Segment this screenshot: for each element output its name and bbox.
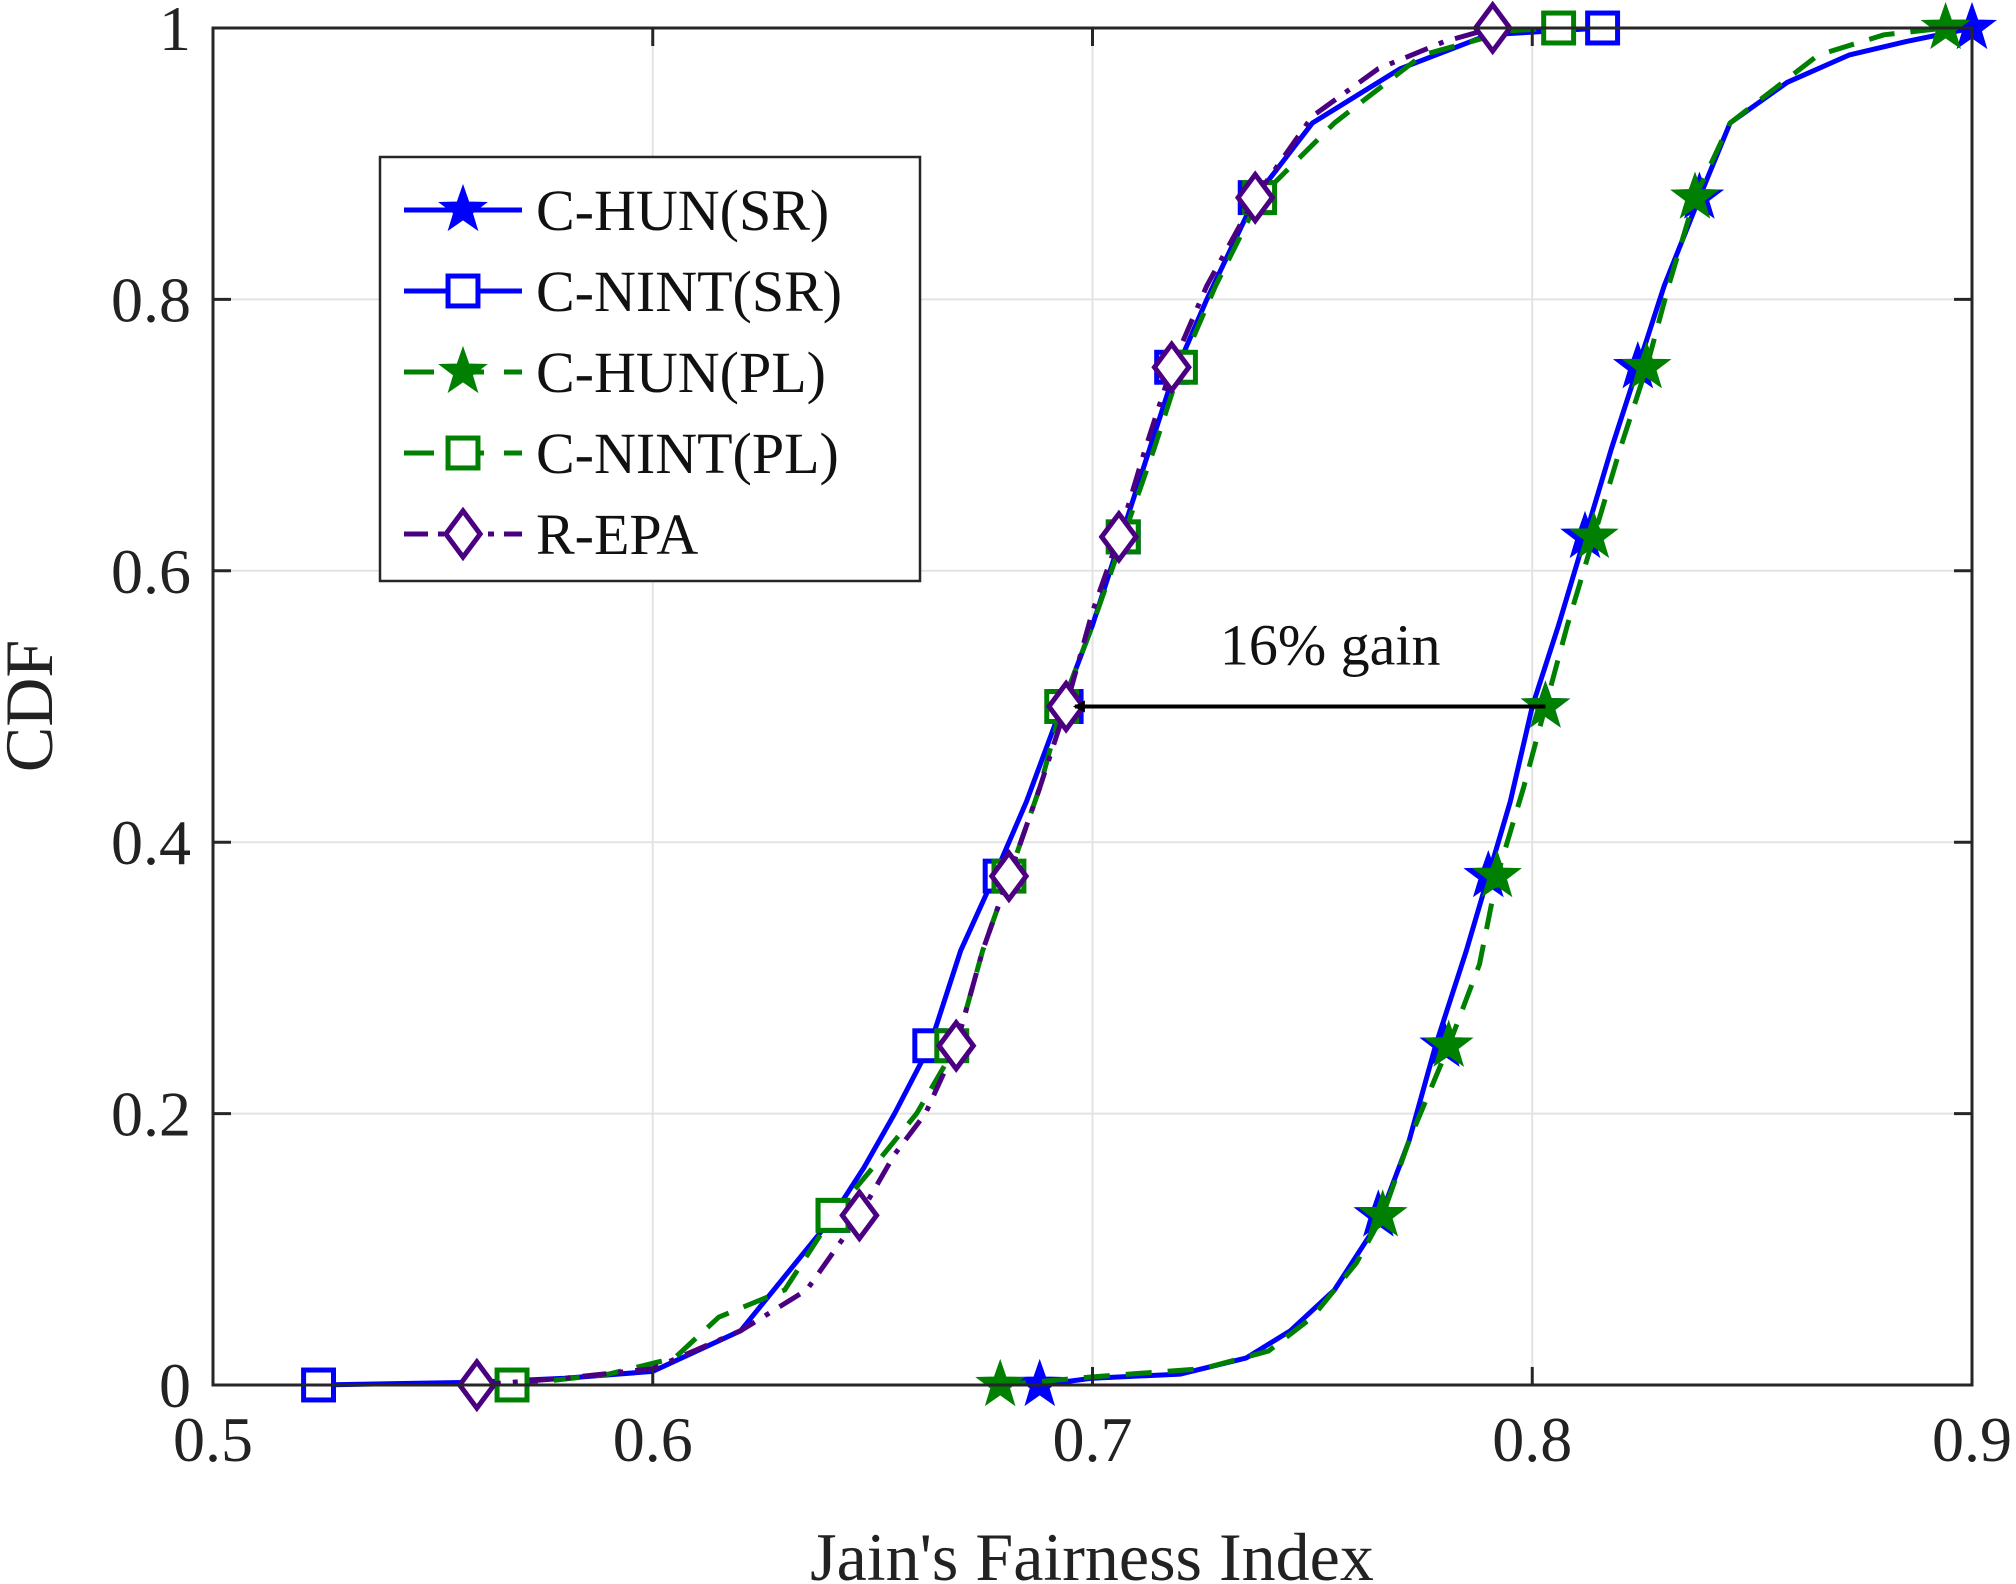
data-point-star (1423, 1019, 1474, 1067)
y-tick-label: 0.6 (111, 536, 191, 607)
legend-label: R-EPA (536, 502, 698, 567)
series-layer (301, 0, 1997, 1413)
x-tick-label: 0.7 (1053, 1404, 1133, 1475)
legend-label: C-NINT(PL) (536, 421, 839, 486)
x-tick-label: 0.8 (1492, 1404, 1572, 1475)
x-axis-title: Jain's Fairness Index (810, 1519, 1374, 1584)
series-line (511, 25, 1559, 1388)
legend-item: C-HUN(SR) (404, 178, 829, 243)
legend-box (378, 155, 922, 583)
legend-item: C-NINT(PL) (404, 421, 839, 486)
data-point-diamond (935, 1018, 977, 1074)
y-axis-title: CDF (0, 640, 67, 772)
series-c-hun-pl (975, 1, 1971, 1407)
legend-label: C-HUN(PL) (536, 340, 826, 405)
axis-ticks (211, 26, 1974, 1387)
legend-label: C-NINT(SR) (536, 259, 842, 324)
data-point-star (1920, 1, 1971, 50)
legend-item: R-EPA (404, 502, 698, 567)
data-point-star (975, 1358, 1025, 1407)
legend-label: C-HUN(SR) (536, 178, 829, 243)
gain-annotation: 16% gain (1072, 613, 1546, 713)
data-point-diamond (1045, 679, 1087, 734)
data-point-star (1472, 849, 1522, 898)
gain-label: 16% gain (1220, 613, 1441, 678)
series-line (318, 25, 1603, 1388)
data-point-diamond (839, 1188, 880, 1243)
series-r-epa (456, 0, 1513, 1413)
y-tick-label: 0.2 (111, 1079, 191, 1150)
data-point-square (445, 435, 481, 471)
data-point-star (1670, 171, 1720, 219)
data-point-diamond (1151, 339, 1192, 395)
legend-item: C-NINT(SR) (404, 259, 842, 324)
legend-item: C-HUN(PL) (404, 340, 826, 405)
data-point-diamond (1234, 170, 1276, 225)
x-tick-label: 0.5 (173, 1404, 253, 1475)
data-point-star (1621, 341, 1672, 389)
data-point-diamond (442, 506, 484, 562)
series-line (476, 25, 1494, 1388)
x-tick-label: 0.6 (613, 1404, 693, 1475)
legend: C-HUN(SR) C-NINT(SR) C-HUN(PL) C-NINT(PL) R-… (378, 155, 922, 583)
data-point-square (445, 273, 481, 309)
data-point-star (1520, 680, 1571, 728)
y-tick-label: 0 (159, 1350, 191, 1421)
y-tick-labels: 0 0.2 0.4 0.6 0.8 1 (111, 0, 191, 1421)
data-point-star (438, 183, 488, 232)
x-tick-labels: 0.5 0.6 0.7 0.8 0.9 (173, 1404, 2012, 1475)
data-point-diamond (1098, 509, 1140, 565)
y-tick-label: 0.8 (111, 264, 191, 335)
data-point-star (1357, 1189, 1408, 1237)
data-point-diamond (988, 848, 1030, 904)
y-tick-label: 1 (159, 0, 191, 64)
data-point-star (438, 345, 488, 394)
data-point-star (1568, 510, 1619, 559)
series-line (999, 25, 1946, 1388)
x-tick-label: 0.9 (1932, 1404, 2012, 1475)
y-tick-label: 0.4 (111, 807, 191, 878)
